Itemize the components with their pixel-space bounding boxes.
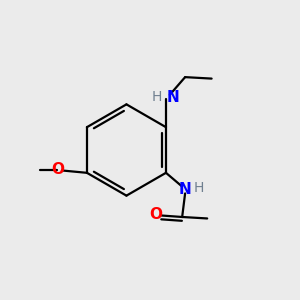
Text: N: N [167,90,180,105]
Text: O: O [52,162,64,177]
Text: O: O [149,207,162,222]
Text: H: H [194,181,204,194]
Text: N: N [179,182,191,196]
Text: H: H [152,90,162,104]
